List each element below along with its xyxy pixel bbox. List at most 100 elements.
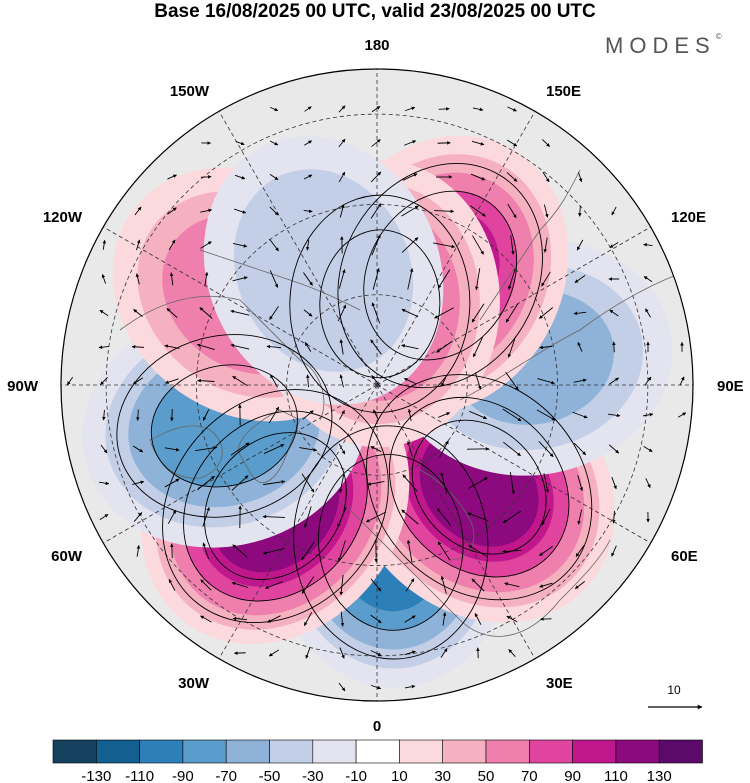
wind-vector (575, 545, 585, 557)
wind-vector (299, 447, 318, 452)
coast-north-america (119, 295, 325, 421)
wind-vector (66, 376, 74, 386)
wind-vector (200, 208, 213, 213)
wind-vector (166, 308, 178, 318)
colorbar-label: -70 (215, 768, 237, 783)
lon-label-120e: 120E (671, 209, 706, 226)
brand-name: MODES (605, 33, 716, 58)
wind-vector (577, 475, 584, 492)
wind-vector (578, 205, 582, 217)
wind-vector (305, 239, 310, 251)
wind-vector (538, 307, 554, 319)
map-title: Base 16/08/2025 00 UTC, valid 23/08/2025… (154, 1, 596, 22)
wind-vector (339, 374, 344, 388)
wind-vector (100, 377, 108, 385)
contour-group (293, 425, 489, 660)
wind-vector (232, 375, 248, 387)
wind-vector (232, 544, 248, 558)
meridian-line (376, 226, 651, 386)
wind-vector (472, 235, 484, 255)
wind-vector (472, 336, 484, 358)
wind-vector (643, 243, 653, 247)
wind-vector (441, 375, 447, 387)
wind-vector (469, 410, 488, 420)
colorbar-swatch (269, 739, 314, 764)
wind-vector (133, 512, 143, 522)
wind-vector (269, 270, 279, 288)
wind-vector (474, 612, 482, 625)
wind-vector (574, 275, 586, 283)
wind-vector (403, 377, 416, 385)
wind-vector (474, 268, 481, 291)
wind-vector (537, 378, 555, 385)
wind-vector (401, 509, 419, 525)
wind-vector (269, 106, 279, 112)
wind-vector (541, 271, 551, 287)
wind-vector (577, 509, 583, 525)
wind-vector (510, 235, 515, 255)
wind-vector (507, 203, 517, 219)
wind-vector (509, 472, 515, 495)
contour-line (363, 190, 518, 361)
wind-vector (230, 343, 250, 350)
wind-vector (643, 445, 653, 453)
coast-alaska (199, 249, 361, 311)
wind-vector (135, 273, 140, 285)
wind-vector (608, 444, 620, 454)
wind-vector (164, 447, 180, 452)
colorbar-label: 10 (391, 768, 408, 783)
contour-line (366, 374, 593, 601)
wind-vector (576, 239, 584, 251)
wind-vector (200, 615, 212, 623)
wind-vector (168, 239, 176, 251)
colorbar-label: -130 (81, 768, 111, 783)
wind-vector (99, 513, 109, 521)
wind-vector (543, 473, 550, 494)
wind-vector (468, 544, 488, 558)
meridian-line (376, 111, 536, 386)
latitude-circle (196, 204, 558, 566)
meridian-line (376, 384, 651, 544)
wind-vector (471, 303, 485, 323)
lon-label-30e: 30E (546, 675, 573, 692)
wind-vector (167, 174, 177, 180)
wind-vector (200, 175, 212, 179)
wind-vector (612, 341, 616, 353)
wind-vector (402, 173, 418, 181)
colorbar-swatch (312, 739, 357, 764)
wind-vector (401, 344, 419, 350)
wind-vector (302, 410, 314, 420)
lon-label-150e: 150E (546, 83, 581, 100)
lon-label-150w: 150W (170, 83, 210, 100)
wind-vector (611, 206, 617, 216)
colorbar-swatch (442, 739, 487, 764)
wind-vector (169, 272, 174, 286)
wind-vector (370, 203, 382, 219)
lon-label-60e: 60E (671, 548, 698, 565)
wind-vector (195, 446, 218, 452)
wind-vector (578, 172, 583, 183)
wind-vector (303, 612, 313, 626)
wind-vector (269, 238, 279, 252)
wind-vector (406, 539, 413, 562)
wind-vector (543, 237, 548, 253)
wind-vector (197, 475, 215, 491)
wind-vector (507, 268, 516, 290)
wind-vector (439, 440, 449, 458)
wind-vector (199, 307, 213, 319)
coast-siberia (459, 269, 691, 401)
wind-vector (132, 377, 144, 385)
colorbar-label: -10 (345, 768, 367, 783)
wind-vector (337, 304, 347, 322)
wind-vector (338, 682, 346, 692)
wind-vector (202, 542, 210, 560)
wind-vector (607, 413, 621, 418)
wind-vector (269, 140, 279, 146)
wind-vector (167, 207, 177, 215)
wind-vector (503, 441, 521, 457)
wind-vector (438, 412, 451, 418)
wind-vector (542, 139, 550, 147)
wind-vector (642, 412, 654, 417)
wind-vector (263, 444, 285, 454)
colorbar-swatch (399, 739, 443, 764)
